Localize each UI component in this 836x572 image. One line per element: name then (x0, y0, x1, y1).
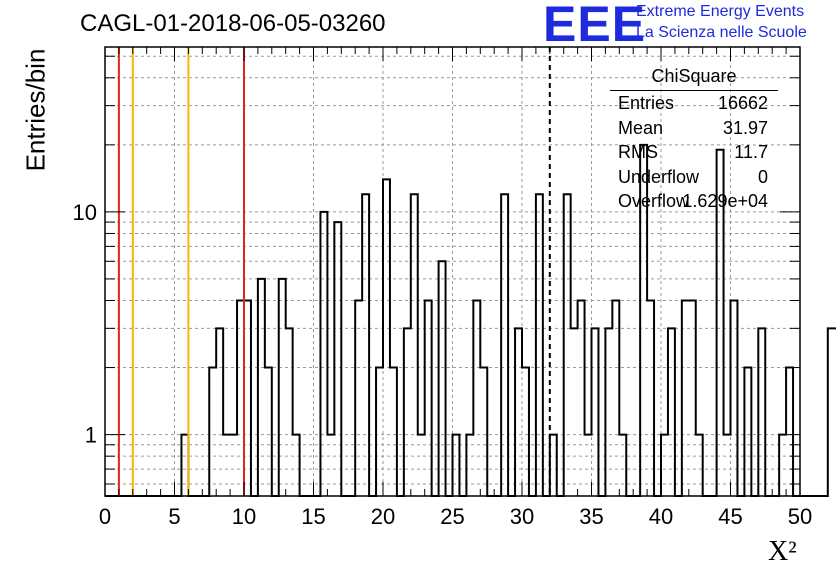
stats-title: ChiSquare (610, 66, 778, 91)
x-tick-label: 40 (649, 504, 673, 529)
stats-row-rms: RMS 11.7 (610, 140, 778, 165)
stats-key: Mean (618, 117, 664, 138)
stats-key: Entries (618, 93, 675, 113)
stats-row-overflow: Overflow 1.629e+04 (610, 189, 778, 214)
y-axis-label: Entries/bin (20, 48, 51, 172)
stats-row-entries: Entries 16662 (610, 91, 778, 116)
x-tick-label: 5 (168, 504, 180, 529)
stats-value: 1.629e+04 (682, 191, 768, 211)
stats-key: Underflow (618, 166, 700, 187)
x-tick-label: 25 (440, 504, 464, 529)
logo-line-2: La Scienza nelle Scuole (636, 24, 807, 41)
stats-key: Overflow (618, 191, 690, 211)
stats-row-mean: Mean 31.97 (610, 116, 778, 141)
x-axis-label: X² (768, 536, 797, 567)
x-tick-label: 15 (301, 504, 325, 529)
stats-value: 31.97 (722, 117, 768, 138)
logo-line-1: Extreme Energy Events (636, 3, 805, 20)
x-tick-label: 0 (99, 504, 111, 529)
stats-box: ChiSquare Entries 16662 Mean 31.97 RMS 1… (610, 66, 778, 214)
stats-key: RMS (618, 142, 658, 162)
y-tick-label: 1 (85, 423, 97, 448)
stats-value: 16662 (717, 93, 768, 113)
x-tick-label: 10 (232, 504, 256, 529)
stats-row-underflow: Underflow 0 (610, 165, 778, 190)
x-tick-label: 50 (788, 504, 812, 529)
x-tick-label: 45 (718, 504, 742, 529)
x-tick-label: 35 (579, 504, 603, 529)
y-tick-label: 10 (73, 200, 97, 225)
chart-title: CAGL-01-2018-06-05-03260 (80, 10, 386, 37)
x-tick-label: 30 (510, 504, 534, 529)
stats-value: 0 (757, 166, 768, 187)
histogram-outline (105, 143, 836, 497)
stats-value: 11.7 (734, 142, 768, 162)
eee-logo: EEE (543, 0, 647, 52)
x-tick-label: 20 (371, 504, 395, 529)
